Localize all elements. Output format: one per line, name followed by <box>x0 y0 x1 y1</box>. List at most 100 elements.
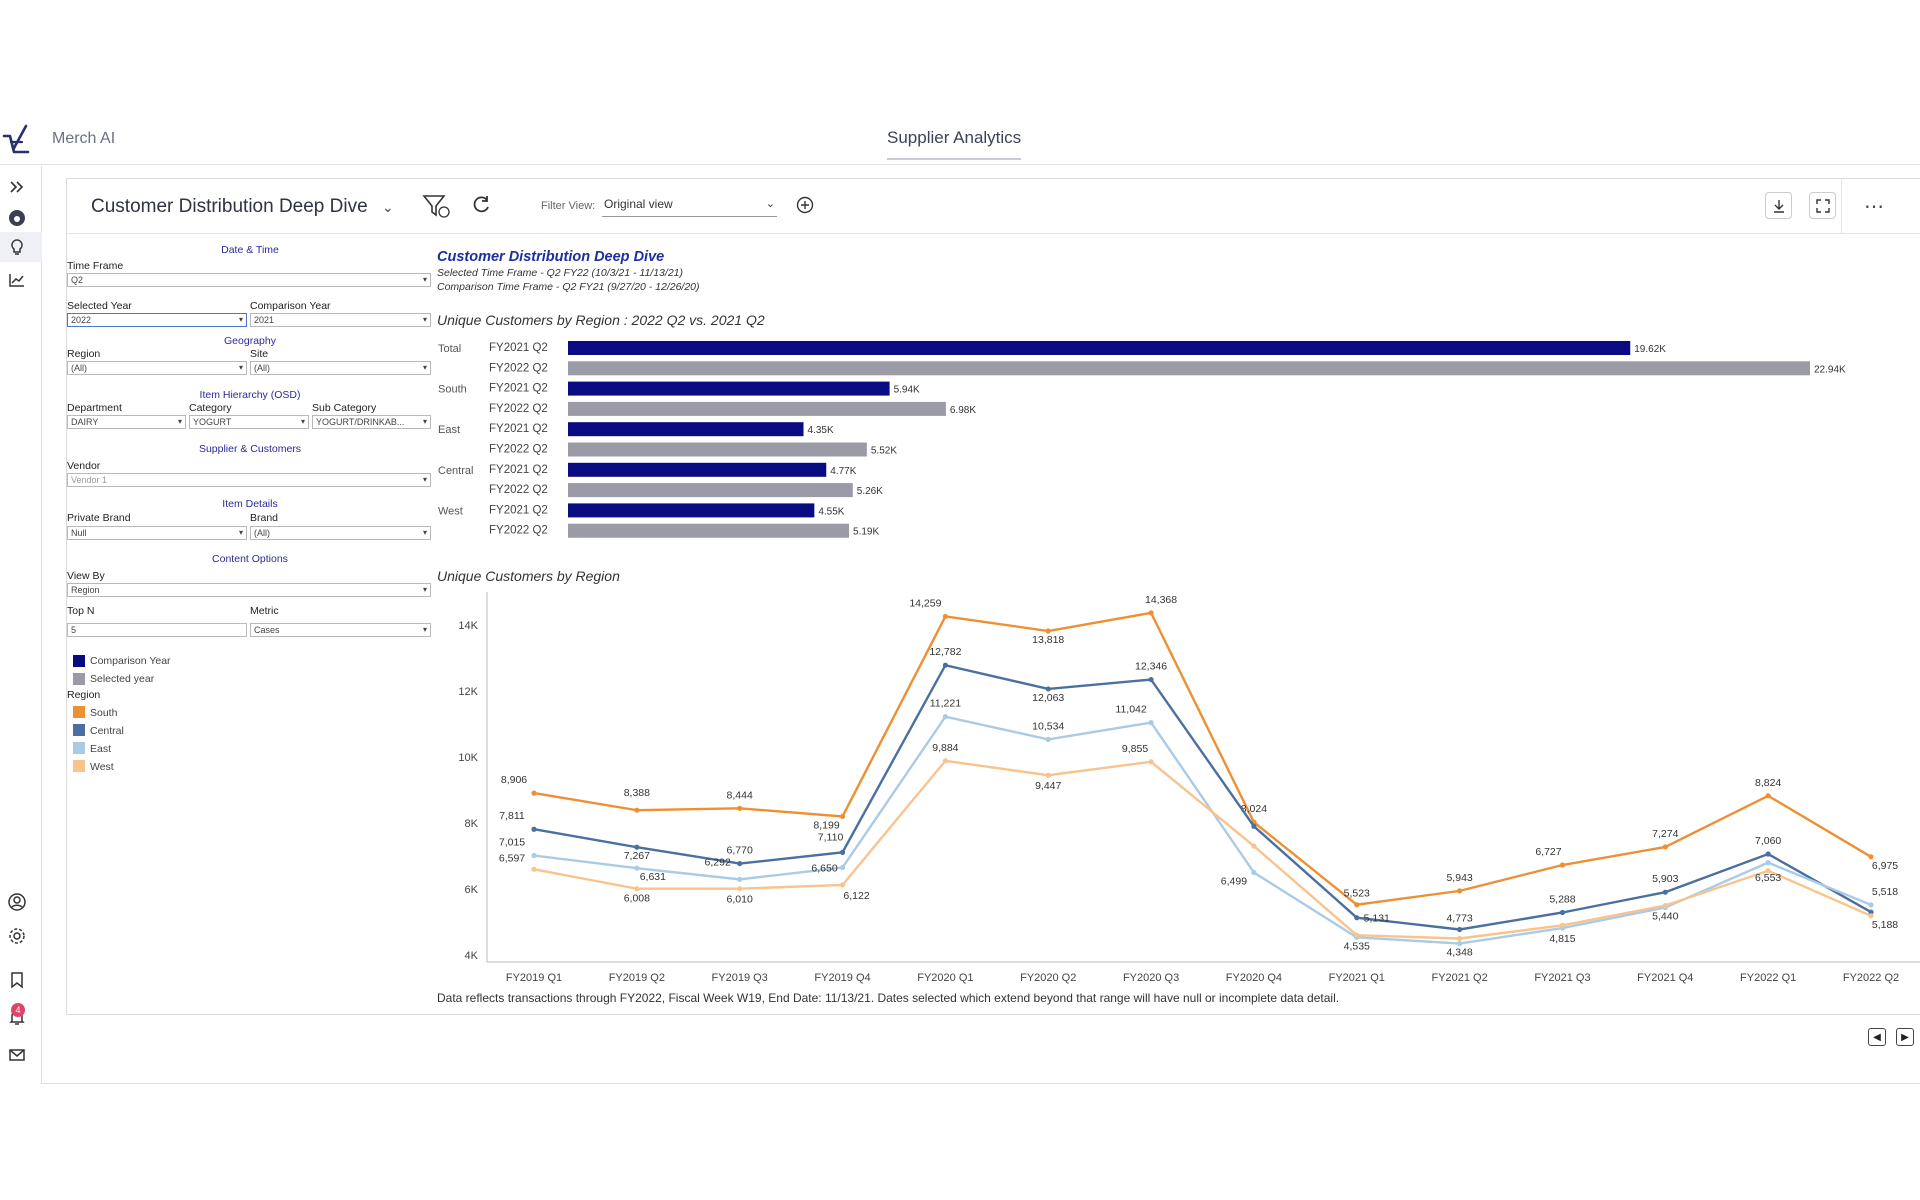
chevron-down-icon: ⌄ <box>765 198 775 210</box>
download-button[interactable] <box>1765 192 1792 219</box>
legend-east: East <box>90 743 112 755</box>
vendor-select[interactable]: Vendor 1 ▾ <box>67 473 431 487</box>
dashboard-title[interactable]: Customer Distribution Deep Dive <box>91 196 368 217</box>
view-by-value: Region <box>71 585 100 595</box>
notification-count-badge: 4 <box>11 1003 25 1017</box>
merch-ai-logo-icon[interactable] <box>2 122 34 158</box>
legend-south: South <box>90 707 118 719</box>
category-select[interactable]: YOGURT ▾ <box>189 415 309 429</box>
legend-swatch-south <box>73 706 85 718</box>
section-date-time: Date & Time <box>221 244 279 256</box>
department-value: DAIRY <box>71 417 99 427</box>
metric-label: Metric <box>250 605 279 617</box>
time-frame-label: Time Frame <box>67 260 124 272</box>
legend-swatch-east <box>73 742 85 754</box>
footer-divider <box>42 1083 1920 1084</box>
metric-select[interactable]: Cases ▾ <box>250 623 431 637</box>
fullscreen-icon <box>1815 198 1830 213</box>
selected-time-frame-text: Selected Time Frame - Q2 FY22 (10/3/21 -… <box>437 267 683 279</box>
dropdown-arrow-icon: ▾ <box>422 585 427 594</box>
dropdown-arrow-icon: ▾ <box>422 315 427 324</box>
toolbar-divider <box>1841 179 1842 234</box>
app-name[interactable]: Merch AI <box>52 130 116 147</box>
expand-double-chevron-icon[interactable] <box>6 176 28 198</box>
trend-chart-icon[interactable] <box>6 269 28 291</box>
comparison-year-value: 2021 <box>254 315 275 325</box>
site-select[interactable]: (All) ▾ <box>250 361 431 375</box>
dropdown-arrow-icon: ▾ <box>422 275 427 284</box>
bookmark-icon[interactable] <box>6 969 28 991</box>
mail-icon[interactable] <box>6 1044 28 1066</box>
section-geography: Geography <box>224 335 276 347</box>
filter-view-select[interactable]: Original view ⌄ <box>602 197 777 217</box>
chevron-down-icon[interactable]: ⌄ <box>382 199 394 215</box>
comparison-year-select[interactable]: 2021 ▾ <box>250 313 431 327</box>
region-select[interactable]: (All) ▾ <box>67 361 247 375</box>
section-item-hierarchy: Item Hierarchy (OSD) <box>199 389 301 401</box>
top-n-input[interactable]: 5 <box>67 623 247 637</box>
private-brand-label: Private Brand <box>67 512 131 524</box>
tab-supplier-analytics[interactable]: Supplier Analytics <box>887 128 1022 160</box>
dropdown-arrow-icon: ▾ <box>238 363 243 372</box>
dashboard-card: Customer Distribution Deep Dive ⌄ Filter… <box>66 178 1920 1015</box>
add-view-plus-icon[interactable] <box>796 196 814 219</box>
metric-value: Cases <box>254 625 280 635</box>
report-title: Customer Distribution Deep Dive <box>437 249 665 265</box>
legend-central: Central <box>90 725 124 737</box>
site-value: (All) <box>254 363 270 373</box>
filter-view-label: Filter View: <box>541 200 596 212</box>
vendor-value: Vendor 1 <box>71 475 108 485</box>
sub-category-label: Sub Category <box>312 402 377 414</box>
page-next-button[interactable]: ▶ <box>1896 1028 1914 1046</box>
section-supplier-customers: Supplier & Customers <box>198 443 302 455</box>
selected-year-select[interactable]: 2022 ▾ <box>67 313 247 327</box>
section-item-details: Item Details <box>222 498 278 510</box>
fullscreen-button[interactable] <box>1809 192 1836 219</box>
legend-region-heading: Region <box>67 689 101 701</box>
filter-funnel-icon[interactable] <box>422 193 452 224</box>
site-label: Site <box>250 348 269 360</box>
region-value: (All) <box>71 363 87 373</box>
brand-select[interactable]: (All) ▾ <box>250 526 431 540</box>
sub-category-value: YOGURT/DRINKAB... <box>316 417 405 427</box>
legend-swatch-selected <box>73 673 85 685</box>
top-header: Merch AI Supplier Analytics <box>0 115 1920 165</box>
dashboard-circle-icon[interactable] <box>6 207 28 229</box>
view-by-select[interactable]: Region ▾ <box>67 583 431 597</box>
dropdown-arrow-icon: ▾ <box>422 417 427 426</box>
private-brand-value: Null <box>71 528 87 538</box>
filter-view-value: Original view <box>604 197 673 211</box>
dropdown-arrow-icon: ▾ <box>238 315 243 324</box>
legend-swatch-west <box>73 760 85 772</box>
lightbulb-icon[interactable] <box>6 236 28 258</box>
dropdown-arrow-icon: ▾ <box>422 528 427 537</box>
legend-comparison-year: Comparison Year <box>90 655 171 667</box>
private-brand-select[interactable]: Null ▾ <box>67 526 247 540</box>
brand-value: (All) <box>254 528 270 538</box>
category-value: YOGURT <box>193 417 232 427</box>
selected-year-label: Selected Year <box>67 300 132 312</box>
comparison-time-frame-text: Comparison Time Frame - Q2 FY21 (9/27/20… <box>437 281 700 293</box>
vendor-label: Vendor <box>67 460 101 472</box>
more-options-icon[interactable]: ⋯ <box>1864 196 1885 218</box>
brand-label: Brand <box>250 512 279 524</box>
time-frame-value: Q2 <box>71 275 84 285</box>
department-select[interactable]: DAIRY ▾ <box>67 415 186 429</box>
view-by-label: View By <box>67 570 105 582</box>
top-n-label: Top N <box>67 605 95 617</box>
category-label: Category <box>189 402 232 414</box>
data-footnote: Data reflects transactions through FY202… <box>437 991 1340 1005</box>
selected-year-value: 2022 <box>71 315 92 325</box>
user-profile-icon[interactable] <box>6 891 28 913</box>
legend-west: West <box>90 761 114 773</box>
time-frame-select[interactable]: Q2 ▾ <box>67 273 431 287</box>
refresh-icon[interactable] <box>470 194 492 221</box>
download-icon <box>1773 199 1784 213</box>
comparison-year-label: Comparison Year <box>250 300 331 312</box>
page-prev-button[interactable]: ◀ <box>1868 1028 1886 1046</box>
sub-category-select[interactable]: YOGURT/DRINKAB... ▾ <box>312 415 431 429</box>
dropdown-arrow-icon: ▾ <box>422 475 427 484</box>
legend-swatch-central <box>73 724 85 736</box>
bar-chart-title: Unique Customers by Region : 2022 Q2 vs.… <box>437 312 765 328</box>
settings-gear-icon[interactable] <box>6 925 28 947</box>
